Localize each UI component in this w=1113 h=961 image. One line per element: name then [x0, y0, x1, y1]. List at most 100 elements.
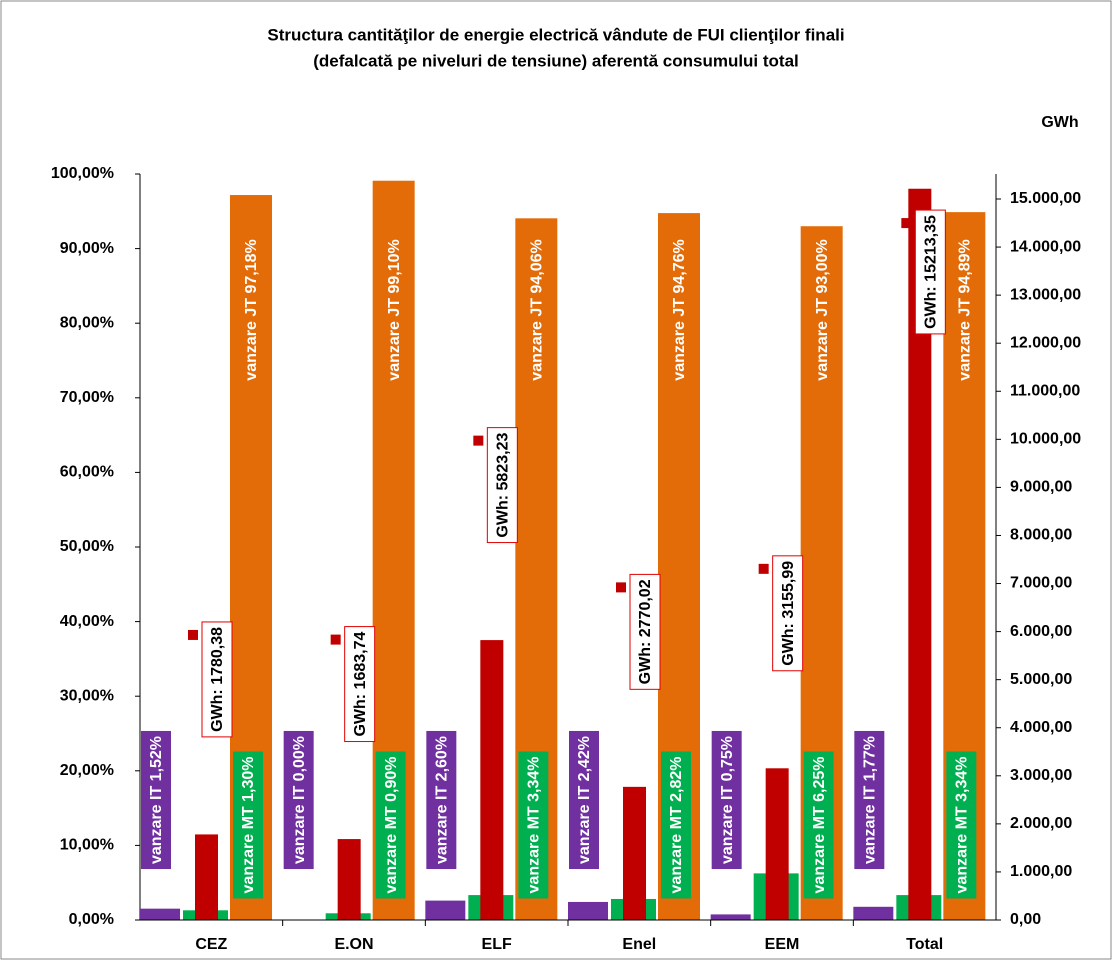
data-label-group: vanzare MT 6,25% — [803, 751, 834, 899]
x-tick-label: EEM — [765, 936, 800, 953]
data-label: vanzare JT 94,89% — [957, 239, 974, 380]
data-label-group: vanzare MT 3,34% — [946, 751, 977, 899]
data-label: vanzare IT 2,42% — [576, 736, 593, 864]
y-tick-label: 30,00% — [60, 687, 114, 704]
data-label-group: vanzare IT 2,60% — [426, 730, 457, 870]
label-box — [141, 730, 171, 870]
data-label: vanzare JT 99,10% — [386, 239, 403, 380]
label-box — [914, 209, 946, 335]
data-label: vanzare IT 0,75% — [719, 736, 736, 864]
y-tick-label: 90,00% — [60, 240, 114, 257]
label-marker — [473, 435, 484, 446]
y2-tick-label: 9.000,00 — [1010, 479, 1072, 496]
y-tick-label: 50,00% — [60, 538, 114, 555]
label-box — [426, 730, 457, 870]
label-box — [772, 555, 804, 672]
data-label-group: vanzare IT 2,42% — [569, 730, 599, 870]
data-label: vanzare JT 97,18% — [243, 239, 260, 380]
y2-tick-label: 13.000,00 — [1010, 286, 1081, 303]
label-box — [201, 621, 233, 738]
data-label-group: vanzare JT 94,89% — [957, 239, 974, 380]
bar — [480, 640, 504, 920]
data-label: vanzare JT 94,76% — [671, 239, 688, 380]
label-box — [486, 427, 518, 544]
data-label: vanzare MT 1,30% — [240, 757, 257, 894]
data-label-group: GWh: 15213,35 — [914, 209, 946, 335]
y-tick-label: 40,00% — [60, 613, 114, 630]
bar — [908, 188, 932, 920]
x-tick-label: Total — [906, 936, 943, 953]
data-label-group: GWh: 2770,02 — [629, 573, 661, 690]
y-tick-label: 0,00% — [69, 911, 114, 928]
x-tick-label: CEZ — [195, 936, 227, 953]
label-marker — [188, 629, 198, 640]
label-marker — [758, 563, 769, 574]
bar — [623, 786, 646, 920]
y-tick-label: 20,00% — [60, 762, 114, 779]
label-box — [233, 751, 263, 899]
data-label: GWh: 1780,38 — [209, 627, 226, 732]
bar — [337, 839, 361, 920]
label-box — [711, 730, 742, 870]
chart-title: Structura cantităţilor de energie electr… — [267, 25, 844, 44]
data-label: vanzare MT 0,90% — [383, 757, 400, 894]
y2-tick-label: 5.000,00 — [1010, 671, 1072, 688]
y2-tick-label: 4.000,00 — [1010, 719, 1072, 736]
data-label-group: vanzare MT 0,90% — [375, 751, 406, 899]
data-label-group: vanzare IT 0,00% — [283, 730, 314, 870]
y-tick-label: 100,00% — [51, 165, 114, 182]
data-label-group: vanzare MT 1,30% — [233, 751, 263, 899]
data-label-group: vanzare MT 3,34% — [518, 751, 549, 899]
y2-tick-label: 14.000,00 — [1010, 238, 1081, 255]
data-label-group: vanzare IT 0,75% — [711, 730, 742, 870]
data-label: GWh: 1683,74 — [352, 632, 369, 737]
y2-tick-label: 2.000,00 — [1010, 815, 1072, 832]
data-label-group: GWh: 3155,99 — [772, 555, 804, 672]
data-label: GWh: 5823,23 — [495, 433, 512, 538]
data-label: vanzare MT 6,25% — [811, 757, 828, 894]
x-tick-label: Enel — [622, 936, 656, 953]
y2-tick-label: 12.000,00 — [1010, 334, 1081, 351]
x-tick-label: E.ON — [334, 936, 373, 953]
label-box — [946, 751, 977, 899]
data-label: vanzare IT 1,52% — [148, 736, 165, 864]
y2-tick-label: 10.000,00 — [1010, 431, 1081, 448]
data-label: vanzare IT 2,60% — [434, 736, 451, 864]
data-label-group: vanzare JT 94,06% — [529, 239, 546, 380]
data-label-group: vanzare IT 1,52% — [141, 730, 171, 870]
y2-tick-label: 8.000,00 — [1010, 527, 1072, 544]
label-box — [375, 751, 406, 899]
label-box — [661, 751, 691, 899]
bar — [568, 901, 608, 920]
y2-tick-label: 1.000,00 — [1010, 863, 1072, 880]
y2-tick-label: 0,00 — [1010, 911, 1041, 928]
data-label: GWh: 2770,02 — [637, 579, 654, 684]
bar — [425, 900, 466, 920]
y2-axis-label: GWh — [1041, 114, 1078, 131]
data-label-group: GWh: 1780,38 — [201, 621, 233, 738]
y2-tick-label: 7.000,00 — [1010, 575, 1072, 592]
bar — [765, 768, 789, 920]
label-marker — [901, 218, 912, 229]
data-label-group: vanzare JT 99,10% — [386, 239, 403, 380]
bar — [710, 914, 751, 920]
data-label: vanzare JT 94,06% — [529, 239, 546, 380]
label-box — [569, 730, 599, 870]
bar — [195, 834, 218, 920]
y2-tick-label: 15.000,00 — [1010, 190, 1081, 207]
data-label: vanzare MT 3,34% — [954, 757, 971, 894]
data-label: vanzare MT 2,82% — [668, 757, 685, 894]
y-tick-label: 60,00% — [60, 464, 114, 481]
data-label: vanzare IT 1,77% — [862, 736, 879, 864]
data-label: GWh: 3155,99 — [780, 561, 797, 666]
chart-title: (defalcată pe niveluri de tensiune) afer… — [313, 51, 799, 70]
label-box — [344, 626, 376, 743]
data-label-group: GWh: 1683,74 — [344, 626, 376, 743]
data-label-group: vanzare IT 1,77% — [854, 730, 885, 870]
data-label-group: vanzare JT 93,00% — [814, 239, 831, 380]
label-box — [518, 751, 549, 899]
bar — [140, 908, 180, 920]
label-box — [803, 751, 834, 899]
y2-tick-label: 3.000,00 — [1010, 767, 1072, 784]
